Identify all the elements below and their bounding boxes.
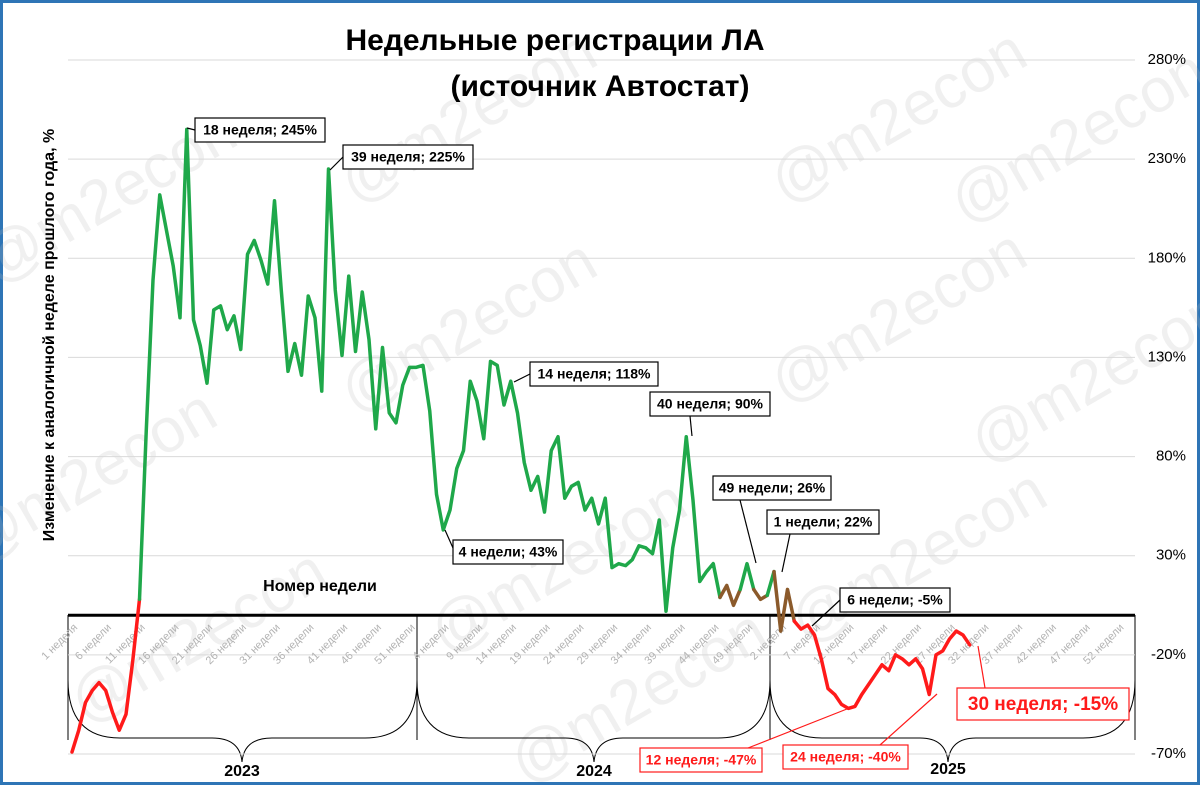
annotation-box [649,391,771,417]
annotation-box [529,361,659,387]
line-segment [70,597,142,754]
brace [67,679,418,763]
annotation-box [956,687,1130,721]
annotation-box [839,587,951,613]
annotation-box [194,117,326,143]
line-segment [137,127,722,613]
annotation-box [639,747,763,773]
annotation-text: 6 недели; -5% [847,592,943,608]
year-brackets [67,615,1136,763]
y-tick-label: 180% [1148,249,1186,266]
annotation-box [452,539,564,565]
annotation-leader [329,156,344,171]
year-label: 2024 [576,763,612,780]
annotation-leader [747,706,853,749]
line-segment [772,569,796,633]
y-tick-label: -70% [1151,745,1186,762]
annotation-text: 4 недели; 43% [459,544,558,560]
annotation-box [342,144,474,170]
chart-title: Недельные регистрации ЛА [345,24,764,57]
annotation-text: 30 неделя; -15% [968,694,1118,715]
y-tick-label: 280% [1148,51,1186,68]
annotation-box [782,744,909,770]
annotation-text: 12 неделя; -47% [646,752,757,768]
y-tick-label: 80% [1156,448,1186,465]
annotation-text: 1 недели; 22% [774,514,873,530]
annotation-text: 40 неделя; 90% [657,396,764,412]
line-segment [718,583,742,608]
annotation-leader [781,533,791,573]
y-axis-label: Изменение к аналогичной неделе прошлого … [41,129,58,541]
annotation-leader [444,529,454,549]
line-segment [738,561,756,592]
annotation-text: 39 неделя; 225% [351,149,465,165]
annotation-leader [811,599,841,627]
annotation-leader [186,127,196,131]
year-label: 2025 [930,761,966,778]
annotation-leader [513,373,531,383]
brace [416,679,771,763]
y-tick-label: 230% [1148,150,1186,167]
annotation-leader [879,693,938,746]
annotation-box [712,475,832,501]
annotation-text: 14 неделя; 118% [537,366,651,382]
annotation-text: 18 неделя; 245% [203,122,317,138]
annotation-leader [977,645,986,689]
chart-subtitle: (источник Автостат) [450,70,749,103]
annotation-leader [739,499,757,564]
y-tick-label: -20% [1151,646,1186,663]
y-tick-label: 30% [1156,547,1186,564]
annotation-box [766,509,880,535]
brace [769,679,1136,763]
annotation-text: 49 недели; 26% [719,480,826,496]
x-axis-label: Номер недели [263,578,377,595]
year-label: 2023 [224,763,260,780]
line-segment [752,587,769,602]
annotation-text: 24 неделя; -40% [790,749,901,765]
line-segment [792,619,972,711]
y-tick-label: 130% [1148,348,1186,365]
annotation-leader [689,415,693,437]
